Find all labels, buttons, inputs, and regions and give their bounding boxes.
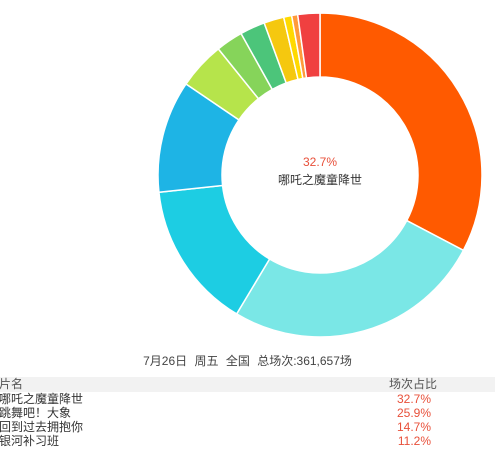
table-header: 片名 场次占比	[0, 377, 495, 392]
summary-line: 7月26日 周五 全国 总场次:361,657场	[0, 352, 495, 369]
film-name: 银河补习班	[0, 434, 60, 448]
donut-slices	[157, 12, 483, 338]
film-share: 11.2%	[397, 434, 431, 448]
header-share: 场次占比	[388, 377, 437, 391]
center-percentage: 32.7%	[303, 155, 337, 169]
donut-slice[interactable]	[319, 12, 483, 252]
share-table: 片名 场次占比 哪吒之魔童降世 32.7% 跳舞吧！大象 25.9% 回到过去拥…	[0, 377, 495, 448]
film-name: 跳舞吧！大象	[0, 406, 72, 420]
donut-chart: 32.7% 哪吒之魔童降世	[157, 12, 483, 338]
table-row[interactable]: 银河补习班 11.2%	[0, 434, 495, 448]
donut-slice[interactable]	[296, 12, 321, 79]
film-share: 25.9%	[396, 406, 431, 420]
table-row[interactable]: 跳舞吧！大象 25.9%	[0, 406, 495, 420]
center-film-name: 哪吒之魔童降世	[278, 172, 362, 187]
film-share: 32.7%	[396, 392, 431, 406]
header-film-name: 片名	[0, 377, 24, 391]
summary-date: 7月26日	[143, 354, 188, 368]
film-name: 哪吒之魔童降世	[0, 392, 84, 406]
film-name: 回到过去拥抱你	[0, 420, 84, 434]
summary-total: 总场次:361,657场	[257, 354, 352, 368]
table-row[interactable]: 哪吒之魔童降世 32.7%	[0, 392, 495, 406]
summary-region: 全国	[225, 354, 250, 368]
table-row[interactable]: 回到过去拥抱你 14.7%	[0, 420, 495, 434]
film-share: 14.7%	[396, 420, 431, 434]
donut-slice[interactable]	[235, 219, 465, 338]
summary-weekday: 周五	[194, 354, 219, 368]
